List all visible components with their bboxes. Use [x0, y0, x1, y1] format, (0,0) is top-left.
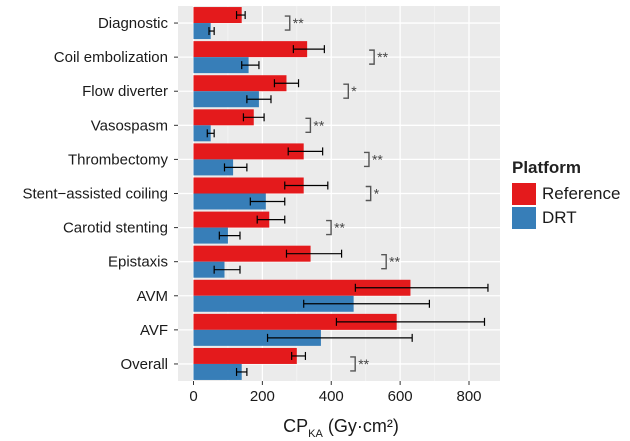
significance-label: ** — [377, 49, 388, 65]
x-axis-title-main: CP — [283, 416, 308, 436]
legend-item-drt: DRT — [512, 206, 620, 230]
legend-item-reference: Reference — [512, 182, 620, 206]
bar-drt — [193, 329, 321, 346]
bar-drt — [193, 91, 259, 108]
legend-label-reference: Reference — [542, 184, 621, 203]
x-axis-title: CPKA (Gy·cm²) — [283, 416, 399, 440]
bar-drt — [193, 295, 354, 312]
significance-bracket — [363, 151, 370, 168]
bar-reference — [193, 41, 308, 58]
y-tick-label: Overall — [120, 356, 168, 373]
significance-label: ** — [334, 220, 345, 236]
bar-drt — [193, 193, 266, 210]
y-tick-label: AVF — [140, 322, 168, 339]
y-tick-label: Carotid stenting — [63, 220, 168, 237]
significance-label: ** — [293, 15, 304, 31]
bar-reference — [193, 313, 397, 330]
significance-bracket — [284, 15, 291, 31]
legend-key-reference — [512, 183, 536, 205]
bar-reference — [193, 75, 287, 92]
bar-drt — [193, 23, 211, 40]
significance-bracket — [369, 49, 375, 65]
y-tick-label: Coil embolization — [54, 49, 168, 66]
x-axis-title-unit: (Gy·cm²) — [323, 416, 399, 436]
x-tick-label: 200 — [250, 388, 275, 405]
bar-reference — [193, 211, 270, 228]
y-tick-label: Thrombectomy — [68, 151, 169, 168]
bar-reference — [193, 347, 297, 364]
x-tick-label: 600 — [388, 388, 413, 405]
x-tick-label: 800 — [456, 388, 481, 405]
y-tick-label: Flow diverter — [82, 83, 168, 100]
significance-label: * — [351, 83, 357, 99]
significance-label: * — [374, 186, 380, 202]
bar-reference — [193, 245, 311, 262]
bar-reference — [193, 143, 304, 160]
y-tick-label: Diagnostic — [98, 15, 169, 32]
legend: Platform Reference DRT — [512, 158, 620, 230]
x-tick-label: 400 — [319, 388, 344, 405]
significance-bracket — [365, 185, 372, 202]
bar-drt — [193, 57, 249, 74]
significance-label: ** — [313, 117, 324, 133]
legend-title: Platform — [512, 158, 581, 177]
bar-reference — [193, 109, 254, 126]
bar-drt — [193, 363, 242, 380]
significance-bracket — [381, 253, 387, 270]
significance-bracket — [326, 219, 332, 236]
significance-label: ** — [358, 356, 369, 372]
bar-reference — [193, 7, 242, 24]
bar-drt — [193, 159, 234, 176]
x-tick-label: 0 — [189, 388, 197, 405]
significance-label: ** — [372, 151, 383, 167]
significance-bracket — [305, 117, 312, 134]
significance-label: ** — [389, 254, 400, 270]
legend-key-drt — [512, 207, 536, 229]
y-tick-label: Epistaxis — [108, 254, 168, 271]
x-axis-title-subscript: KA — [308, 428, 323, 440]
bar-drt — [193, 125, 211, 142]
y-tick-label: Vasospasm — [91, 117, 168, 134]
bar-drt — [193, 261, 225, 278]
significance-bracket — [350, 356, 356, 372]
y-tick-label: AVM — [137, 288, 168, 305]
significance-bracket — [343, 83, 350, 99]
bar-reference — [193, 177, 304, 194]
bar-reference — [193, 279, 411, 296]
legend-label-drt: DRT — [542, 208, 577, 227]
y-tick-label: Stent−assisted coiling — [22, 186, 168, 203]
